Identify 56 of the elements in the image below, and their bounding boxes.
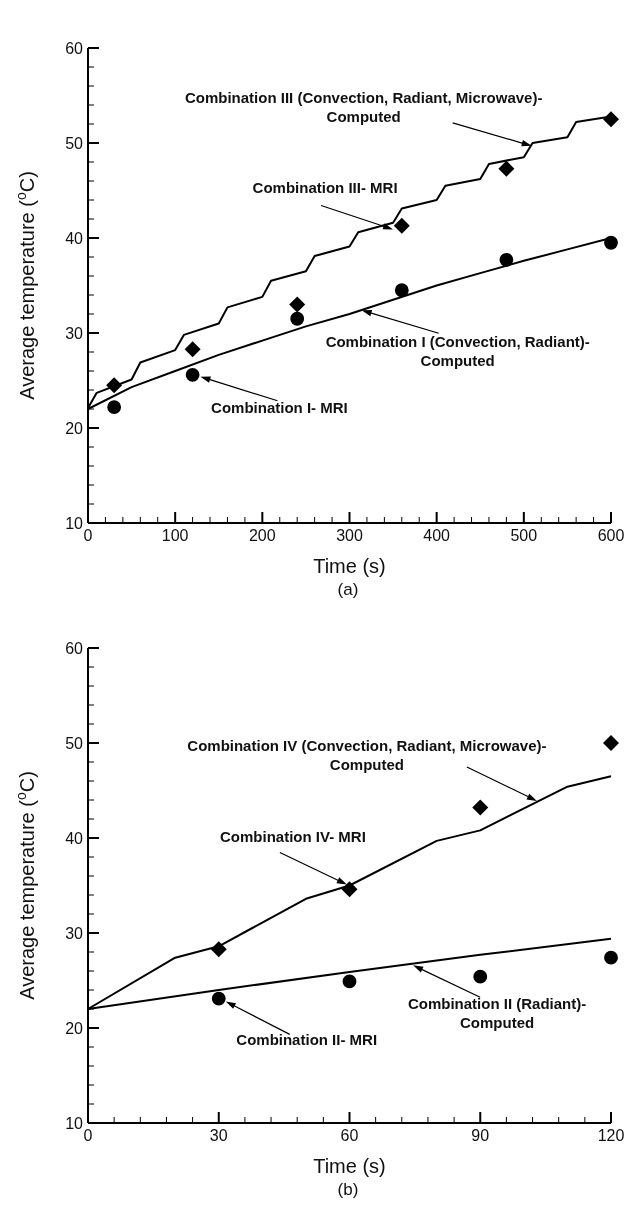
annotation: Combination III- MRI bbox=[252, 179, 398, 197]
x-axis-title: Time (s) bbox=[313, 1155, 386, 1177]
y-tick-label: 20 bbox=[65, 1020, 84, 1037]
point bbox=[499, 252, 514, 267]
y-tick-label: 60 bbox=[65, 640, 84, 657]
x-tick-label: 400 bbox=[423, 527, 451, 544]
y-tick-label: 20 bbox=[65, 420, 84, 437]
x-axis-title: Time (s) bbox=[313, 555, 386, 577]
point bbox=[498, 160, 515, 177]
point bbox=[393, 217, 410, 234]
x-tick-label: 90 bbox=[471, 1127, 490, 1144]
x-tick-label: 300 bbox=[336, 527, 363, 544]
point bbox=[107, 400, 122, 414]
x-tick-label: 0 bbox=[83, 1127, 93, 1144]
text: (b) bbox=[336, 1180, 360, 1200]
y-tick-label: 40 bbox=[65, 230, 84, 247]
annotation: Combination I- MRI bbox=[211, 398, 348, 416]
annotation: Combination I (Convection, Radiant)- Computed bbox=[325, 333, 590, 370]
point bbox=[106, 377, 123, 394]
y-tick-label: 50 bbox=[65, 735, 84, 752]
point bbox=[289, 296, 306, 313]
point bbox=[342, 974, 357, 989]
annotation: Combination II- MRI bbox=[236, 1031, 378, 1049]
y-tick-label: 30 bbox=[65, 325, 84, 342]
y-tick-label: 60 bbox=[65, 40, 84, 57]
point bbox=[185, 367, 200, 382]
x-tick-label: 30 bbox=[209, 1127, 228, 1144]
x-tick-label: 200 bbox=[248, 527, 276, 544]
point bbox=[341, 881, 358, 898]
x-tick-label: 600 bbox=[597, 527, 625, 544]
x-tick-label: 60 bbox=[340, 1127, 359, 1144]
annotation: Combination III (Convection, Radiant, Microwave)- Computed bbox=[184, 88, 543, 125]
point bbox=[394, 283, 409, 298]
annotation: Combination II (Radiant)- Computed bbox=[407, 995, 587, 1032]
point bbox=[603, 111, 619, 128]
point bbox=[210, 941, 227, 958]
point bbox=[211, 991, 226, 1006]
point bbox=[472, 799, 489, 816]
point bbox=[290, 311, 305, 326]
point bbox=[184, 341, 201, 358]
point bbox=[604, 950, 618, 965]
y-tick-label: 10 bbox=[65, 515, 84, 532]
x-tick-label: 0 bbox=[83, 527, 93, 544]
y-tick-label: 40 bbox=[65, 830, 84, 847]
text: (a) bbox=[336, 580, 360, 600]
point bbox=[473, 969, 488, 984]
point bbox=[603, 735, 619, 751]
y-tick-label: 50 bbox=[65, 135, 84, 152]
y-tick-label: 30 bbox=[65, 925, 84, 942]
annotation: Combination IV- MRI bbox=[219, 827, 366, 845]
x-tick-label: 120 bbox=[597, 1127, 625, 1144]
y-tick-label: 10 bbox=[65, 1115, 84, 1132]
annotation: Combination IV (Convection, Radiant, Microwave)- Computed bbox=[187, 736, 547, 773]
x-tick-label: 100 bbox=[161, 527, 189, 544]
x-tick-label: 500 bbox=[510, 527, 538, 544]
point bbox=[604, 235, 618, 250]
